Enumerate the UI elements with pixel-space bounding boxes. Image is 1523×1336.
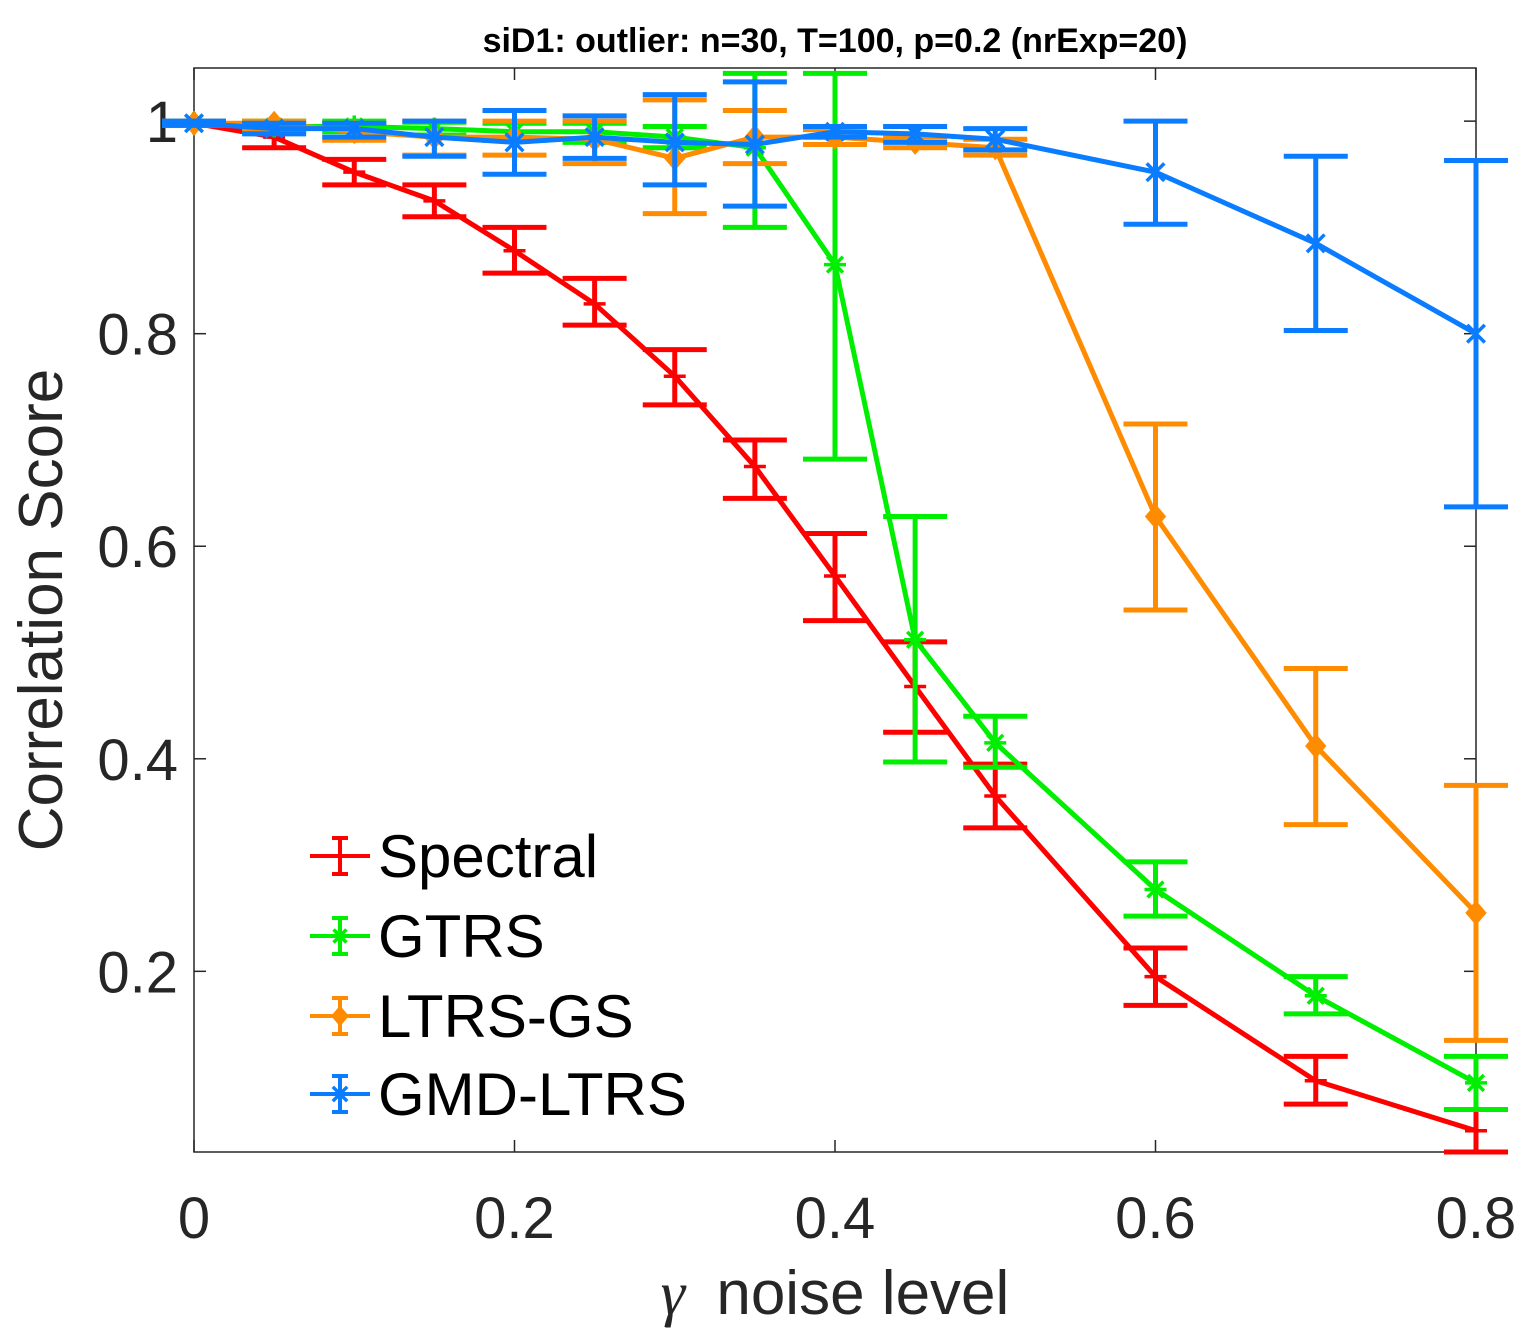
- data-point-marker: [583, 292, 606, 315]
- data-point-marker: [331, 847, 349, 865]
- x-tick-label: 0.4: [795, 1186, 876, 1251]
- data-point-marker: [343, 161, 366, 184]
- y-tick-label: 0.8: [97, 303, 178, 368]
- error-bar: [642, 92, 707, 188]
- series-gmd-ltrs: [162, 79, 1508, 510]
- data-point-marker: [1144, 503, 1167, 530]
- legend: Spectral GTRS LTRS-GS GMD-LTRS: [310, 823, 687, 1128]
- legend-item: GTRS: [310, 903, 545, 970]
- legend-label: LTRS-GS: [378, 983, 634, 1050]
- data-point-marker: [824, 564, 846, 587]
- series-line: [194, 120, 1478, 915]
- data-point-marker: [1465, 1071, 1487, 1094]
- data-point-marker: [1304, 984, 1327, 1007]
- data-point-marker: [1305, 233, 1326, 254]
- series-spectral: [162, 112, 1508, 1155]
- y-axis-label: Correlation Score: [7, 369, 76, 851]
- data-point-marker: [264, 118, 285, 139]
- legend-item: LTRS-GS: [310, 983, 634, 1050]
- x-tick-labels: 0 0.2 0.4 0.6 0.8: [178, 1186, 1516, 1251]
- y-tick-labels: 0.20.40.60.81: [97, 90, 178, 1005]
- data-point-marker: [331, 1005, 349, 1027]
- data-point-marker: [985, 129, 1006, 150]
- data-point-marker: [1144, 965, 1167, 988]
- data-point-marker: [663, 365, 686, 388]
- legend-label: GTRS: [378, 903, 545, 970]
- y-tick-label: 0.2: [97, 940, 178, 1005]
- data-point-marker: [904, 628, 927, 651]
- x-tick-label: 0.2: [474, 1186, 555, 1251]
- x-tick-label: 0: [178, 1186, 210, 1251]
- data-point-marker: [984, 731, 1007, 754]
- data-point-marker: [664, 132, 685, 153]
- y-tick-label: 0.6: [97, 515, 178, 580]
- data-point-marker: [504, 132, 525, 153]
- chart-title: siD1: outlier: n=30, T=100, p=0.2 (nrExp…: [483, 22, 1188, 60]
- data-point-marker: [1465, 900, 1487, 926]
- x-tick-label: 0.8: [1436, 1186, 1517, 1251]
- x-axis-label-symbol: γ: [661, 1260, 687, 1328]
- data-point-marker: [584, 127, 605, 148]
- data-point-marker: [1465, 323, 1487, 344]
- data-point-marker: [1465, 1119, 1487, 1142]
- data-point-marker: [331, 927, 349, 945]
- data-point-marker: [824, 253, 846, 276]
- data-point-marker: [743, 455, 766, 478]
- series-layer: [162, 70, 1508, 1155]
- x-axis-label-text: noise level: [716, 1259, 1009, 1328]
- data-point-marker: [183, 113, 205, 134]
- data-point-marker: [744, 134, 765, 155]
- x-tick-label: 0.6: [1115, 1186, 1196, 1251]
- legend-item: Spectral: [310, 823, 598, 890]
- data-point-marker: [423, 189, 446, 212]
- data-point-marker: [1305, 733, 1327, 759]
- data-point-marker: [424, 127, 445, 148]
- data-point-marker: [344, 118, 365, 139]
- data-point-marker: [503, 239, 526, 262]
- legend-item: GMD-LTRS: [310, 1061, 687, 1128]
- data-point-marker: [331, 1085, 349, 1103]
- legend-label: Spectral: [378, 823, 598, 890]
- data-point-marker: [824, 121, 846, 142]
- legend-label: GMD-LTRS: [378, 1061, 687, 1128]
- data-point-marker: [1144, 878, 1167, 901]
- data-point-marker: [1145, 162, 1166, 183]
- data-point-marker: [905, 123, 926, 144]
- series-line: [193, 120, 1478, 336]
- x-axis-label: γ noise level: [661, 1259, 1010, 1328]
- y-tick-label: 0.4: [97, 728, 178, 793]
- data-point-marker: [1304, 1069, 1327, 1092]
- data-point-marker: [984, 784, 1007, 807]
